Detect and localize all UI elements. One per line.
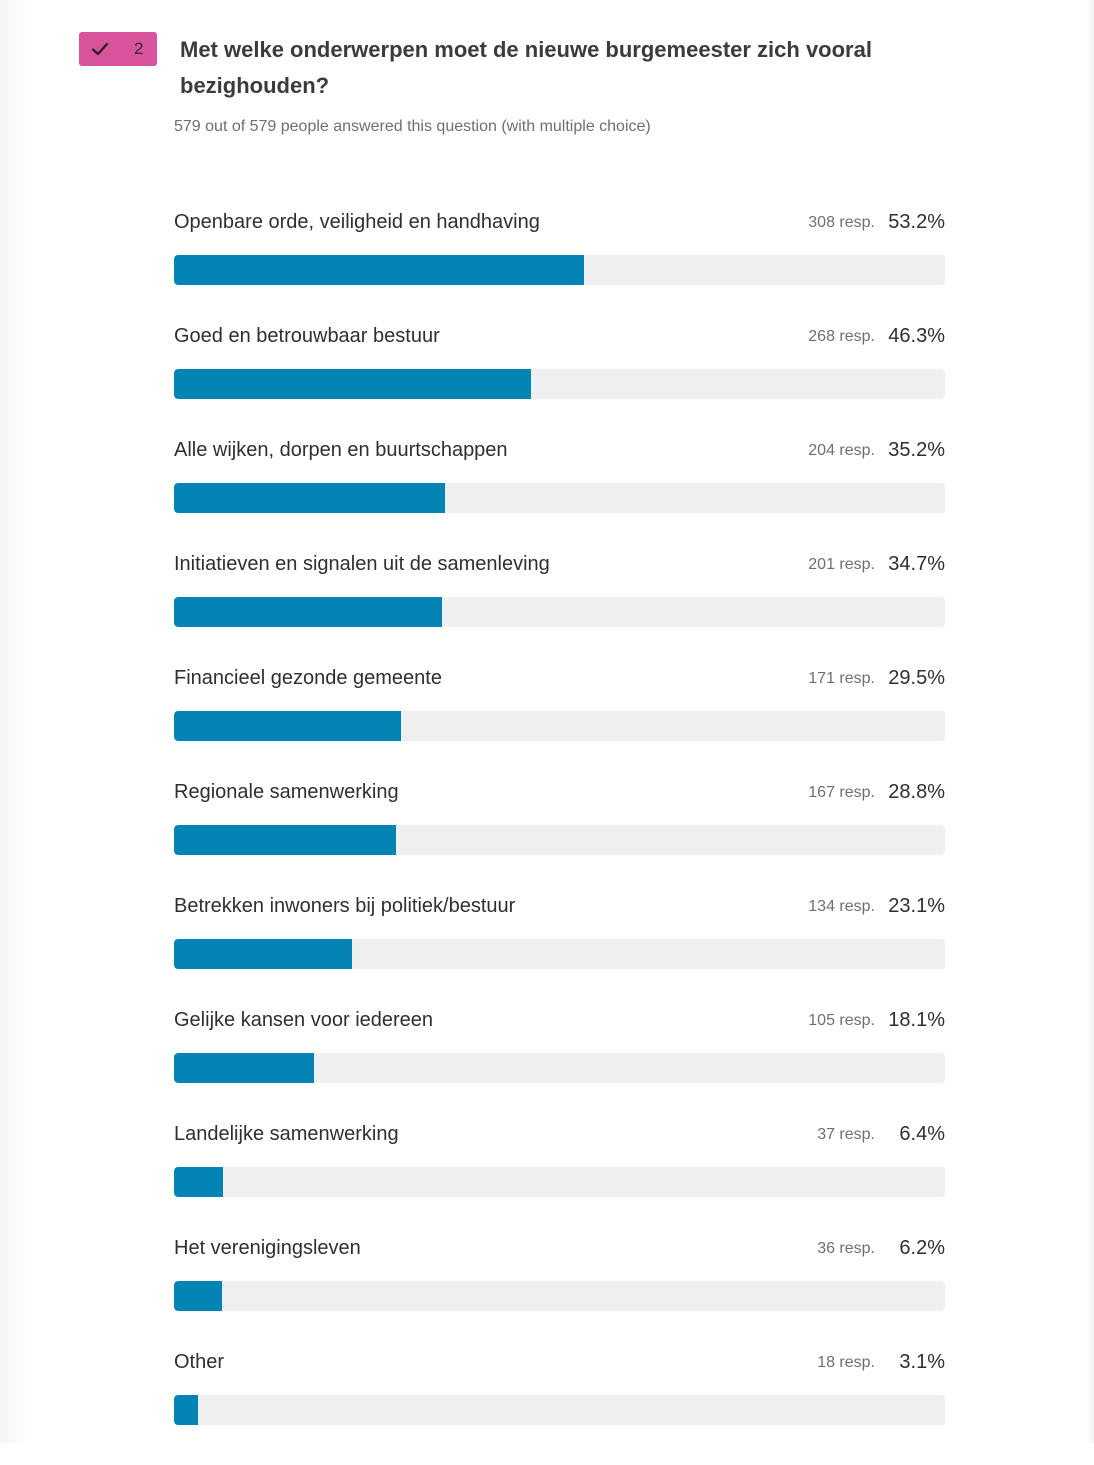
progress-track: [174, 711, 945, 741]
response-count: 308 resp.: [808, 214, 875, 231]
option-label: Alle wijken, dorpen en buurtschappen: [174, 439, 508, 461]
progress-bar-fill: [174, 1395, 198, 1425]
progress-bar-fill: [174, 1053, 314, 1083]
response-percentage: 23.1%: [888, 895, 945, 917]
response-percentage: 28.8%: [888, 781, 945, 803]
option-label: Goed en betrouwbaar bestuur: [174, 325, 440, 347]
question-subtitle: 579 out of 579 people answered this ques…: [174, 118, 651, 135]
response-percentage: 46.3%: [888, 325, 945, 347]
result-row: Regionale samenwerking 167 resp. 28.8%: [174, 781, 945, 895]
question-number: 2: [134, 39, 144, 58]
option-label: Financieel gezonde gemeente: [174, 667, 442, 689]
progress-track: [174, 939, 945, 969]
progress-bar-fill: [174, 483, 445, 513]
progress-track: [174, 1167, 945, 1197]
progress-bar-fill: [174, 1167, 223, 1197]
option-label: Gelijke kansen voor iedereen: [174, 1009, 434, 1031]
result-row: Other 18 resp. 3.1%: [174, 1351, 945, 1465]
check-icon: [91, 42, 109, 56]
progress-track: [174, 1395, 945, 1425]
result-row: Openbare orde, veiligheid en handhaving 3…: [174, 211, 945, 325]
response-count: 36 resp.: [817, 1240, 875, 1257]
progress-bar-fill: [174, 369, 531, 399]
response-count: 134 resp.: [808, 898, 875, 915]
progress-bar-fill: [174, 711, 401, 741]
response-count: 201 resp.: [808, 556, 875, 573]
result-row: Initiatieven en signalen uit de samenlev…: [174, 553, 945, 667]
response-count: 171 resp.: [808, 670, 875, 687]
response-percentage: 35.2%: [888, 439, 945, 461]
result-row: Betrekken inwoners bij politiek/bestuur 1…: [174, 895, 945, 1009]
response-percentage: 18.1%: [888, 1009, 945, 1031]
option-label: Openbare orde, veiligheid en handhaving: [174, 211, 540, 233]
result-row: Gelijke kansen voor iedereen 105 resp. 18.…: [174, 1009, 945, 1123]
progress-track: [174, 825, 945, 855]
response-percentage: 3.1%: [899, 1351, 945, 1373]
response-count: 18 resp.: [817, 1354, 875, 1371]
progress-bar-fill: [174, 825, 396, 855]
result-row: Financieel gezonde gemeente 171 resp. 29.5…: [174, 667, 945, 781]
option-label: Betrekken inwoners bij politiek/bestuur: [174, 895, 516, 917]
right-gutter: [1086, 0, 1094, 1443]
option-label: Regionale samenwerking: [174, 781, 399, 803]
option-label: Het verenigingsleven: [174, 1237, 361, 1259]
result-row: Landelijke samenwerking 37 resp. 6.4%: [174, 1123, 945, 1237]
question-title: Met welke onderwerpen moet de nieuwe bur…: [180, 37, 872, 98]
response-percentage: 6.2%: [899, 1237, 945, 1259]
result-row: Alle wijken, dorpen en buurtschappen 204 …: [174, 439, 945, 553]
progress-track: [174, 483, 945, 513]
response-count: 105 resp.: [808, 1012, 875, 1029]
option-label: Landelijke samenwerking: [174, 1123, 399, 1145]
response-percentage: 53.2%: [888, 211, 945, 233]
progress-bar-fill: [174, 597, 442, 627]
progress-bar-fill: [174, 1281, 222, 1311]
left-gutter: [0, 0, 30, 1443]
progress-bar-fill: [174, 255, 584, 285]
response-count: 167 resp.: [808, 784, 875, 801]
response-count: 268 resp.: [808, 328, 875, 345]
option-label: Initiatieven en signalen uit de samenlev…: [174, 553, 550, 575]
progress-track: [174, 1053, 945, 1083]
progress-bar-fill: [174, 939, 352, 969]
progress-track: [174, 1281, 945, 1311]
question-badge: 2: [79, 32, 157, 66]
progress-track: [174, 255, 945, 285]
response-count: 37 resp.: [817, 1126, 875, 1143]
result-row: Het verenigingsleven 36 resp. 6.2%: [174, 1237, 945, 1351]
response-count: 204 resp.: [808, 442, 875, 459]
progress-track: [174, 597, 945, 627]
result-row: Goed en betrouwbaar bestuur 268 resp. 46.3…: [174, 325, 945, 439]
response-percentage: 6.4%: [899, 1123, 945, 1145]
option-label: Other: [174, 1351, 225, 1373]
progress-track: [174, 369, 945, 399]
response-percentage: 29.5%: [888, 667, 945, 689]
response-percentage: 34.7%: [888, 553, 945, 575]
